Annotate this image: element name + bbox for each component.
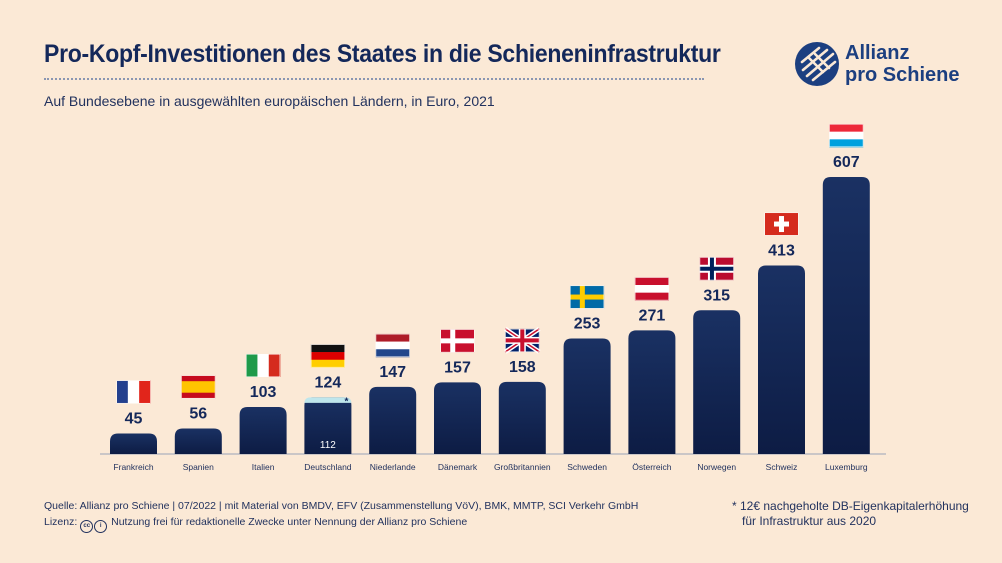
bar-grossbritannien [498,381,546,454]
value-label-schweiz: 413 [768,243,795,260]
value-label-italien: 103 [250,384,277,401]
bar-italien [239,406,287,454]
value-label-schweden: 253 [574,316,601,333]
netherlands-flag-icon [375,333,410,358]
attribution-icon: i [94,520,108,533]
title-divider [44,78,704,80]
chart-title: Pro-Kopf-Investitionen des Staates in di… [44,40,721,68]
bar-schweden [563,338,611,454]
denmark-flag-icon [440,329,475,353]
footnote-line-2: für Infrastruktur aus 2020 [742,514,877,528]
switzerland-flag-icon [764,212,799,236]
bar-extra-segment-deutschland [304,397,352,404]
category-label-schweden: Schweden [567,462,607,472]
value-label-deutschland: 124 [315,374,342,391]
bar-niederlande [369,386,417,454]
logo-line-1: Allianz [845,42,910,64]
category-label-osterreich: Österreich [632,462,671,472]
license-line: Lizenz: cc i Nutzung frei für redaktionel… [44,514,638,533]
category-label-italien: Italien [252,462,275,472]
bar-luxemburg [822,177,870,454]
category-label-frankreich: Frankreich [113,462,153,472]
category-label-niederlande: Niederlande [370,462,416,472]
bar-base-label-deutschland: 112 [320,440,336,451]
uk-flag-icon [504,327,541,354]
bar-norwegen [693,310,741,454]
category-label-spanien: Spanien [183,462,214,472]
value-label-spanien: 56 [189,405,207,422]
france-flag-icon [116,380,151,404]
bar-osterreich [628,330,676,454]
category-label-luxemburg: Luxemburg [825,462,868,472]
value-label-grossbritannien: 158 [509,359,536,376]
category-label-norwegen: Norwegen [697,462,736,472]
luxembourg-flag-icon [829,124,864,148]
bar-deutschland [304,397,352,454]
bar-frankreich [110,433,157,454]
value-label-frankreich: 45 [125,410,143,427]
spain-flag-icon [181,375,216,399]
footnote-line-1: * 12€ nachgeholte DB-Eigenkapitalerhöhun… [732,499,969,513]
footnote: * 12€ nachgeholte DB-Eigenkapitalerhöhun… [730,499,970,529]
bar-spanien [174,428,222,454]
sweden-flag-icon [570,285,605,309]
license-text: Nutzung frei für redaktionelle Zwecke un… [111,516,468,528]
category-label-deutschland: Deutschland [304,462,352,472]
norway-flag-icon [699,257,734,281]
germany-flag-icon [310,344,345,368]
license-prefix: Lizenz: [44,516,78,528]
bar-danemark [434,382,481,454]
footnote-marker: * [344,396,348,407]
italy-flag-icon [246,353,281,377]
bar-schweiz [758,265,805,454]
category-label-danemark: Dänemark [438,462,478,472]
value-label-niederlande: 147 [379,364,406,381]
creative-commons-icon: cc [80,520,94,533]
value-label-danemark: 157 [444,359,471,376]
value-label-luxemburg: 607 [833,154,860,171]
value-label-osterreich: 271 [639,307,666,324]
logo-line-2: pro Schiene [845,64,960,86]
austria-flag-icon [634,277,669,301]
source-block: Quelle: Allianz pro Schiene | 07/2022 | … [44,498,638,533]
category-label-schweiz: Schweiz [766,462,798,472]
brand-logo: Allianz pro Schiene [793,40,959,94]
value-label-norwegen: 315 [703,287,730,304]
source-text: Quelle: Allianz pro Schiene | 07/2022 | … [44,500,639,512]
chart-subtitle: Auf Bundesebene in ausgewählten europäis… [44,93,495,109]
category-label-grossbritannien: Großbritannien [494,462,551,472]
allianz-pro-schiene-logo-icon [795,42,839,86]
